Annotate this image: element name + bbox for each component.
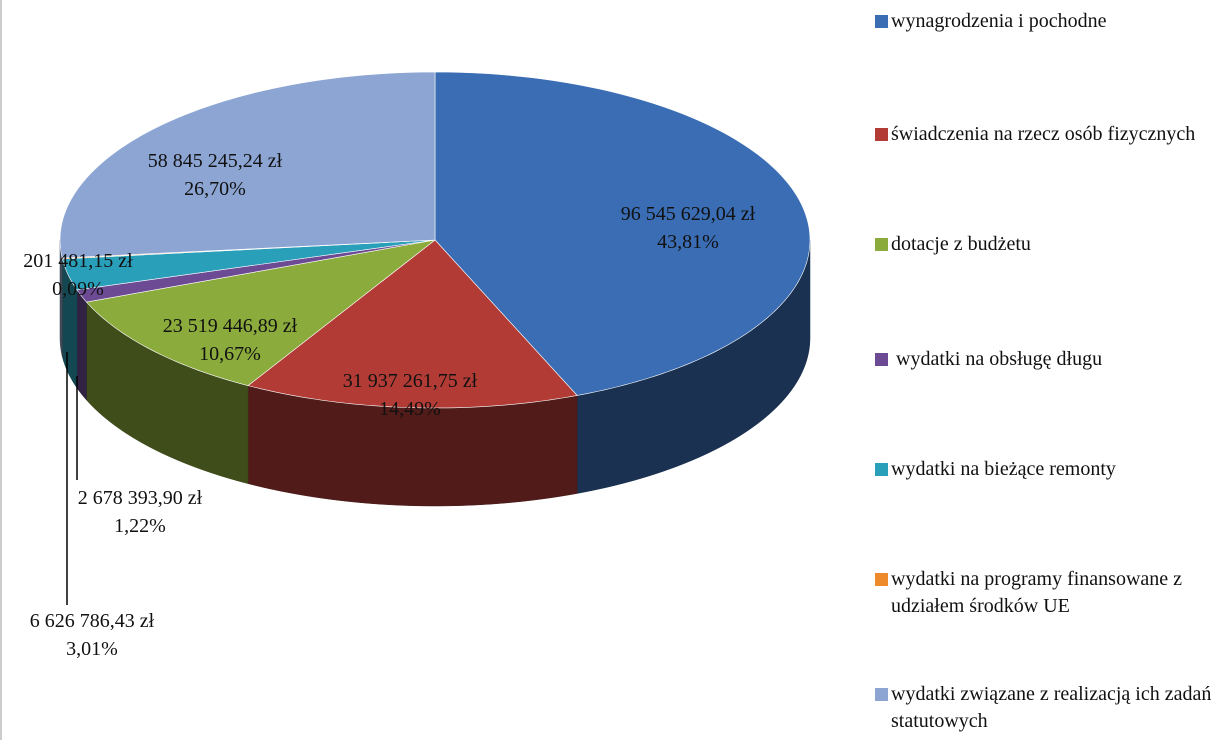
data-label-percent: 1,22% <box>114 515 166 537</box>
legend-item: wynagrodzenia i pochodne <box>875 8 1225 35</box>
data-label-percent: 14,49% <box>379 398 441 420</box>
data-label-percent: 10,67% <box>199 343 261 365</box>
data-label-percent: 43,81% <box>657 231 719 253</box>
legend-swatch <box>875 15 888 28</box>
pie-slice <box>59 71 436 259</box>
legend-swatch <box>875 238 888 251</box>
pie-slice <box>85 239 436 386</box>
legend-label: świadczenia na rzecz osób fizycznych <box>891 123 1196 145</box>
legend-label: wydatki na programy finansowane z udział… <box>891 568 1188 617</box>
data-label-amount: 58 845 245,24 zł <box>147 150 283 172</box>
data-label-percent: 3,01% <box>66 638 118 660</box>
legend-swatch <box>875 573 888 586</box>
legend-label: wydatki związane z realizacją ich zadań … <box>891 683 1217 732</box>
legend-item: wydatki na programy finansowane z udział… <box>875 566 1225 620</box>
data-label-amount: 23 519 446,89 zł <box>162 315 298 337</box>
pie-slice <box>61 239 436 291</box>
pie-tops <box>59 71 811 409</box>
legend-item: dotacje z budżetu <box>875 231 1225 258</box>
legend-label: wydatki na obsługę długu <box>891 348 1103 370</box>
legend-swatch <box>875 128 888 141</box>
legend-swatch <box>875 353 888 366</box>
data-label-amount: 6 626 786,43 zł <box>29 610 155 632</box>
legend-label: wynagrodzenia i pochodne <box>891 10 1107 32</box>
data-label-amount: 2 678 393,90 zł <box>77 487 203 509</box>
legend-item: wydatki na obsługę długu <box>875 346 1225 373</box>
legend-item: świadczenia na rzecz osób fizycznych <box>875 121 1225 148</box>
data-label-amount: 201 481,15 zł <box>23 250 133 272</box>
data-label-percent: 0,09% <box>52 278 104 300</box>
data-label-amount: 31 937 261,75 zł <box>342 370 478 392</box>
data-label: 96 545 629,04 zł 43,81% <box>621 200 755 256</box>
pie-slice <box>247 239 578 409</box>
legend-label: wydatki na bieżące remonty <box>891 458 1116 480</box>
pie-sides <box>59 239 811 507</box>
data-label-percent: 26,70% <box>184 178 246 200</box>
data-label: 23 519 446,89 zł 10,67% <box>163 312 297 368</box>
pie-side <box>76 289 87 401</box>
data-label: 201 481,15 zł 0,09% <box>23 247 132 303</box>
data-label-amount: 96 545 629,04 zł <box>620 203 756 225</box>
data-label: 2 678 393,90 zł 1,22% <box>78 484 202 540</box>
legend-swatch <box>875 688 888 701</box>
data-label: 31 937 261,75 zł 14,49% <box>343 367 477 423</box>
data-label: 58 845 245,24 zł 26,70% <box>148 147 282 203</box>
data-label: 6 626 786,43 zł 3,01% <box>30 607 154 663</box>
legend-label: dotacje z budżetu <box>891 233 1031 255</box>
legend-swatch <box>875 463 888 476</box>
legend-item: wydatki związane z realizacją ich zadań … <box>875 681 1225 735</box>
legend-item: wydatki na bieżące remonty <box>875 456 1225 483</box>
pie-slice <box>434 71 811 396</box>
